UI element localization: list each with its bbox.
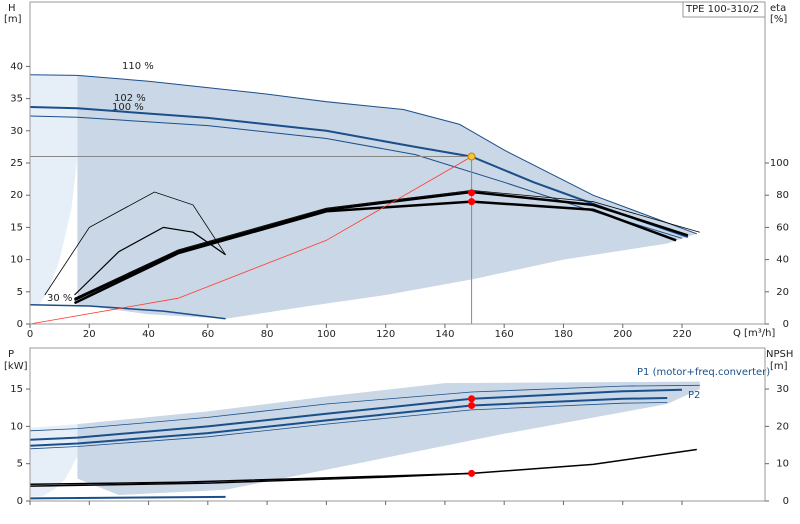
y-tick-label: 5 xyxy=(17,459,23,470)
x-tick-label: 160 xyxy=(495,329,514,340)
plot-frame xyxy=(29,347,766,502)
x-tick-label: 40 xyxy=(142,329,155,340)
operating-point xyxy=(468,189,476,197)
y2-axis-unit: [m] xyxy=(770,361,788,372)
y-axis-unit: [kW] xyxy=(4,361,28,372)
curve-label: 30 % xyxy=(47,293,72,304)
x-tick-label: 220 xyxy=(672,329,691,340)
y-tick-label: 5 xyxy=(17,287,23,298)
y2-tick-label: 40 xyxy=(776,255,789,266)
y2-tick-label: 100 xyxy=(770,158,789,169)
curve xyxy=(74,189,700,299)
x-tick-label: 80 xyxy=(261,329,274,340)
y-tick-label: 30 xyxy=(10,126,23,137)
curve xyxy=(29,115,683,239)
curve xyxy=(29,448,697,485)
y2-tick-label: 10 xyxy=(776,459,789,470)
title-box xyxy=(682,1,766,18)
y-tick-label: 40 xyxy=(10,61,23,72)
curve xyxy=(29,495,226,500)
x-tick-label: 180 xyxy=(554,329,573,340)
curve xyxy=(29,303,226,320)
y2-tick-label: 20 xyxy=(776,421,789,432)
y2-tick-label: 20 xyxy=(776,287,789,298)
y2-tick-label: 0 xyxy=(783,496,789,507)
curve xyxy=(29,388,683,441)
x-tick-label: 200 xyxy=(613,329,632,340)
operating-point xyxy=(468,395,476,403)
y-axis-label: H xyxy=(8,3,16,14)
curve xyxy=(73,200,677,305)
y-tick-label: 10 xyxy=(10,255,23,266)
y2-tick-label: 60 xyxy=(776,222,789,233)
curve xyxy=(29,384,700,432)
y-tick-label: 0 xyxy=(17,319,23,330)
curve-label: 100 % xyxy=(112,102,144,113)
envelope-area xyxy=(30,74,78,305)
x-tick-label: 20 xyxy=(83,329,96,340)
envelope-area xyxy=(30,424,78,497)
curve xyxy=(29,156,472,325)
y2-tick-label: 30 xyxy=(776,384,789,395)
envelope-area xyxy=(77,381,700,495)
curve xyxy=(29,74,697,235)
y-axis-unit: [m] xyxy=(4,14,22,25)
y-tick-label: 25 xyxy=(10,158,23,169)
x-tick-label: 100 xyxy=(317,329,336,340)
curve xyxy=(29,472,472,487)
y2-tick-label: 80 xyxy=(776,190,789,201)
curve-label: P1 (motor+freq.converter) xyxy=(637,367,770,378)
chart-title: TPE 100-310/2 xyxy=(685,4,759,15)
curve xyxy=(74,226,226,296)
operating-point xyxy=(468,401,476,409)
x-axis-label: Q [m³/h] xyxy=(733,328,775,339)
curve-label: 102 % xyxy=(114,93,146,104)
operating-point xyxy=(468,198,476,206)
x-tick-label: 120 xyxy=(376,329,395,340)
y-tick-label: 20 xyxy=(10,190,23,201)
curve-label: 110 % xyxy=(122,61,154,72)
curve xyxy=(29,397,668,447)
y-tick-label: 15 xyxy=(10,384,23,395)
curve xyxy=(44,191,226,296)
x-tick-label: 60 xyxy=(201,329,214,340)
operating-point xyxy=(467,152,476,161)
curve-label: P2 xyxy=(688,390,700,401)
y-tick-label: 0 xyxy=(17,496,23,507)
y-tick-label: 10 xyxy=(10,421,23,432)
y2-axis-label: NPSH xyxy=(766,349,793,360)
y2-tick-label: 0 xyxy=(783,319,789,330)
curve xyxy=(73,190,689,302)
x-tick-label: 140 xyxy=(435,329,454,340)
y2-axis-unit: [%] xyxy=(770,14,787,25)
y-tick-label: 15 xyxy=(10,222,23,233)
operating-point xyxy=(468,469,476,477)
y2-axis-label: eta xyxy=(770,3,786,14)
curve xyxy=(29,402,668,450)
y-tick-label: 35 xyxy=(10,94,23,105)
y-axis-label: P xyxy=(8,349,14,360)
x-tick-label: 0 xyxy=(27,329,33,340)
envelope-area xyxy=(77,75,697,319)
